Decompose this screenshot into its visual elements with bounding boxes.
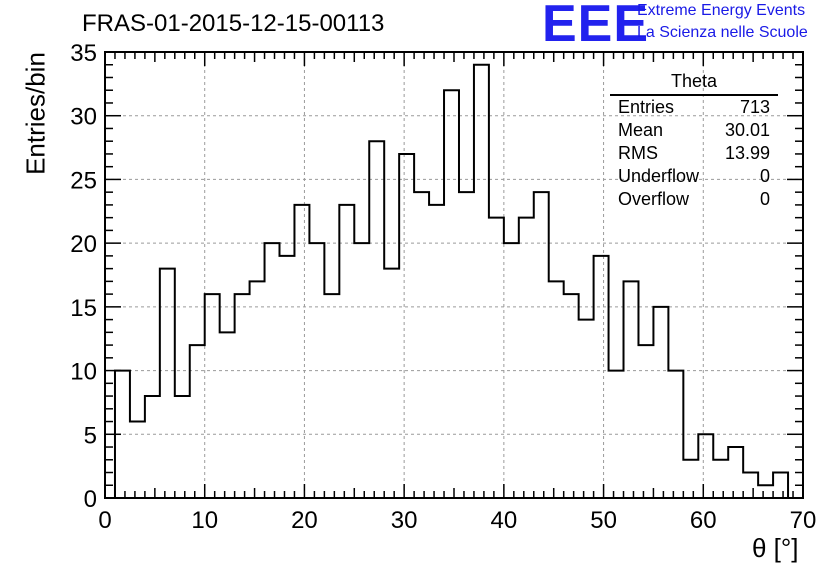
histogram-bin <box>728 447 743 498</box>
y-tick-label: 35 <box>70 40 97 67</box>
histogram-bin <box>324 294 339 498</box>
y-tick-label: 20 <box>70 231 97 258</box>
histogram-bin <box>294 205 309 498</box>
stats-label: RMS <box>618 143 658 163</box>
x-tick-label: 0 <box>98 507 111 534</box>
y-tick-label: 5 <box>84 422 97 449</box>
x-tick-label: 70 <box>790 507 817 534</box>
histogram-bin <box>489 218 504 498</box>
x-tick-label: 50 <box>590 507 617 534</box>
stats-label: Overflow <box>618 189 690 209</box>
stats-value: 0 <box>759 189 770 209</box>
histogram-bin <box>743 473 758 498</box>
x-tick-label: 10 <box>191 507 218 534</box>
histogram-bin <box>549 281 564 498</box>
stats-title: Theta <box>610 72 778 96</box>
x-tick-label: 40 <box>491 507 518 534</box>
y-tick-label: 30 <box>70 104 97 131</box>
histogram-bin <box>354 243 369 498</box>
histogram-bin <box>429 205 444 498</box>
histogram-bin <box>683 460 698 498</box>
stats-label: Mean <box>618 120 664 140</box>
histogram-bin <box>175 396 190 498</box>
histogram-bin <box>265 243 280 498</box>
x-axis-label: θ [°] <box>752 533 799 563</box>
histogram-bin <box>235 294 250 498</box>
histogram-bin <box>504 243 519 498</box>
histogram-bin <box>399 154 414 498</box>
stats-row-mean: Mean 30.01 <box>610 119 778 142</box>
histogram-bin <box>220 332 235 498</box>
stats-value: 713 <box>739 97 770 117</box>
y-tick-label: 0 <box>84 486 97 513</box>
histogram-bin <box>564 294 579 498</box>
stats-row-underflow: Underflow 0 <box>610 165 778 188</box>
histogram-bin <box>594 256 609 498</box>
histogram-bin <box>609 371 624 498</box>
histogram-bin <box>190 345 205 498</box>
histogram-bin <box>638 345 653 498</box>
histogram-bin <box>339 205 354 498</box>
stats-label: Entries <box>618 97 675 117</box>
histogram-bin <box>309 243 324 498</box>
y-tick-label: 10 <box>70 359 97 386</box>
y-tick-label: 25 <box>70 167 97 194</box>
stats-value: 30.01 <box>724 120 770 140</box>
x-tick-label: 20 <box>291 507 318 534</box>
histogram-bin <box>130 422 145 498</box>
histogram-bin <box>205 294 220 498</box>
histogram-bin <box>519 218 534 498</box>
y-axis-label: Entries/bin <box>20 52 51 175</box>
histogram-bin <box>773 473 788 498</box>
stats-row-rms: RMS 13.99 <box>610 142 778 165</box>
histogram-bin <box>668 371 683 498</box>
logo-line-2: La Scienza nelle Scuole <box>637 24 808 41</box>
histogram-bin <box>758 485 773 498</box>
logo-line-1: Extreme Energy Events <box>637 2 806 19</box>
histogram-bin <box>250 281 265 498</box>
eee-logo: EEE <box>542 0 650 53</box>
histogram-bin <box>459 192 474 498</box>
stats-box: Theta Entries 713 Mean 30.01 RMS 13.99 Unde… <box>610 72 778 211</box>
histogram-bin <box>414 192 429 498</box>
y-tick-label: 15 <box>70 295 97 322</box>
histogram-series-outline <box>113 63 803 499</box>
histogram-bin <box>698 434 713 498</box>
stats-value: 0 <box>759 166 770 186</box>
histogram-bin <box>280 256 295 498</box>
x-tick-label: 60 <box>690 507 717 534</box>
stats-value: 13.99 <box>724 143 770 163</box>
stats-row-entries: Entries 713 <box>610 96 778 119</box>
histogram-bin <box>160 269 175 498</box>
histogram-bin <box>369 141 384 498</box>
x-tick-label: 30 <box>391 507 418 534</box>
stats-label: Underflow <box>618 166 700 186</box>
histogram-bin <box>534 192 549 498</box>
histogram-bin <box>624 281 639 498</box>
histogram-bin <box>474 65 489 498</box>
histogram-bin <box>713 460 728 498</box>
stats-row-overflow: Overflow 0 <box>610 188 778 211</box>
chart-title: FRAS-01-2015-12-15-00113 <box>82 10 385 37</box>
histogram-bin <box>384 269 399 498</box>
histogram-bin <box>653 307 668 498</box>
histogram-bin <box>579 320 594 498</box>
histogram-bin <box>145 396 160 498</box>
histogram-bin <box>444 90 459 498</box>
